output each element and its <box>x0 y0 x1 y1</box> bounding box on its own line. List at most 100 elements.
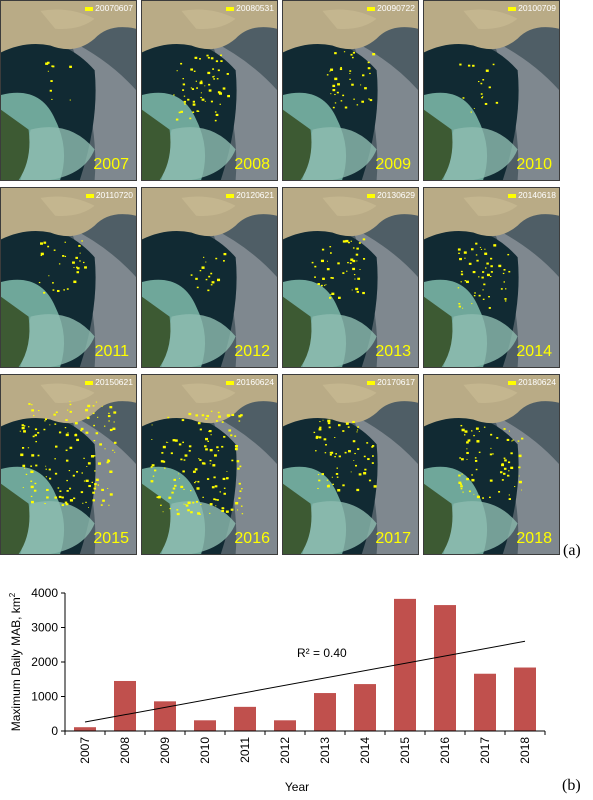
legend-swatch-icon <box>367 193 376 198</box>
y-axis-label: Maximum Daily MAB, km2 <box>8 592 23 731</box>
legend-swatch-icon <box>85 6 94 11</box>
satellite-image <box>1 375 136 554</box>
bar-2008 <box>114 680 136 731</box>
legend-swatch-icon <box>85 380 94 385</box>
satellite-tile: 20160624 2016 <box>141 374 278 555</box>
x-tick-label: 2010 <box>198 737 212 764</box>
x-tick-label: 2016 <box>438 737 452 764</box>
satellite-tile: 20080531 2008 <box>141 0 278 181</box>
tile-date-text: 20150621 <box>95 377 133 387</box>
satellite-image <box>283 188 418 367</box>
legend-swatch-icon <box>226 380 235 385</box>
tile-year-label: 2014 <box>516 343 552 360</box>
x-axis-label: Year <box>285 780 309 794</box>
x-tick-label: 2015 <box>398 737 412 764</box>
satellite-image <box>424 375 559 554</box>
bar-2010 <box>194 720 216 731</box>
panel-b-label: (b) <box>562 777 581 794</box>
tile-year-label: 2010 <box>516 156 552 173</box>
tile-date-text: 20090722 <box>377 3 415 13</box>
satellite-tile: 20140618 2014 <box>423 187 560 368</box>
bar-2017 <box>474 673 496 731</box>
satellite-image <box>283 1 418 180</box>
tile-year-label: 2015 <box>93 530 129 547</box>
tile-date-label: 20140618 <box>508 190 556 200</box>
tile-date-text: 20160624 <box>236 377 274 387</box>
bar-2013 <box>314 693 336 731</box>
algae-bloom-overlay <box>313 419 377 492</box>
tile-year-label: 2011 <box>94 343 129 360</box>
satellite-image <box>142 188 277 367</box>
y-tick-label: 3000 <box>31 621 58 635</box>
tile-date-label: 20160624 <box>226 377 274 387</box>
tile-date-label: 20100709 <box>508 3 556 13</box>
y-tick-label: 4000 <box>31 586 58 600</box>
tile-date-label: 20110720 <box>85 190 133 200</box>
legend-swatch-icon <box>226 193 235 198</box>
legend-swatch-icon <box>85 193 94 198</box>
bar-2012 <box>274 720 296 731</box>
tile-date-label: 20090722 <box>367 3 415 13</box>
satellite-tile: 20150621 2015 <box>0 374 137 555</box>
algae-bloom-overlay <box>457 242 511 309</box>
satellite-tile: 20100709 2010 <box>423 0 560 181</box>
satellite-image <box>283 375 418 554</box>
tile-date-label: 20170617 <box>367 377 415 387</box>
legend-swatch-icon <box>508 380 517 385</box>
legend-swatch-icon <box>367 6 376 11</box>
algae-bloom-overlay <box>311 238 366 299</box>
satellite-tile: 20130629 2013 <box>282 187 419 368</box>
satellite-image <box>424 1 559 180</box>
algae-bloom-overlay <box>173 54 230 122</box>
satellite-tile: 20120621 2012 <box>141 187 278 368</box>
x-tick-label: 2009 <box>158 737 172 764</box>
r-squared-annotation: R² = 0.40 <box>297 646 347 660</box>
y-tick-label: 2000 <box>31 655 58 669</box>
bar-2015 <box>394 598 416 731</box>
satellite-tile: 20070607 2007 <box>0 0 137 181</box>
tile-date-text: 20180624 <box>518 377 556 387</box>
x-tick-label: 2017 <box>478 737 492 764</box>
tile-date-label: 20070607 <box>85 3 133 13</box>
satellite-image <box>1 1 136 180</box>
x-tick-label: 2008 <box>118 737 132 764</box>
tile-date-label: 20180624 <box>508 377 556 387</box>
satellite-image <box>142 1 277 180</box>
panel-a-label: (a) <box>563 542 581 559</box>
x-tick-label: 2014 <box>358 737 372 764</box>
x-tick-label: 2018 <box>518 737 532 764</box>
satellite-image-grid: 20070607 2007 20080531 2008 20090722 2009 2010… <box>0 0 560 555</box>
satellite-image <box>142 375 277 554</box>
algae-bloom-overlay <box>38 240 87 294</box>
bar-2011 <box>234 706 256 731</box>
bar-2018 <box>514 667 536 731</box>
bar-chart: 0 1000 2000 3000 4000 2007 2008 2009 2010 2011 201… <box>8 586 546 794</box>
tile-date-label: 20130629 <box>367 190 415 200</box>
tile-year-label: 2008 <box>234 156 270 173</box>
algae-bloom-overlay <box>326 51 376 109</box>
tile-year-label: 2016 <box>234 530 270 547</box>
bar-2014 <box>354 684 376 731</box>
algae-bloom-overlay <box>150 410 244 516</box>
algae-bloom-overlay <box>19 401 117 508</box>
tile-year-label: 2013 <box>375 343 411 360</box>
x-tick-label: 2013 <box>318 737 332 764</box>
tile-date-text: 20120621 <box>236 190 274 200</box>
satellite-image <box>424 188 559 367</box>
tile-date-label: 20080531 <box>226 3 274 13</box>
algae-bloom-overlay <box>190 252 227 292</box>
y-axis-label-text: Maximum Daily MAB, km <box>9 597 23 731</box>
tile-date-label: 20120621 <box>226 190 274 200</box>
tile-date-text: 20100709 <box>518 3 556 13</box>
satellite-tile: 20180624 2018 <box>423 374 560 555</box>
tile-date-label: 20150621 <box>85 377 133 387</box>
satellite-tile: 20170617 2017 <box>282 374 419 555</box>
tile-year-label: 2017 <box>375 530 411 547</box>
algae-bloom-overlay <box>459 63 499 113</box>
legend-swatch-icon <box>226 6 235 11</box>
tile-date-text: 20070607 <box>95 3 133 13</box>
legend-swatch-icon <box>367 380 376 385</box>
tile-year-label: 2009 <box>375 156 411 173</box>
y-axis-label-superscript: 2 <box>8 592 17 597</box>
trend-line <box>84 640 526 723</box>
